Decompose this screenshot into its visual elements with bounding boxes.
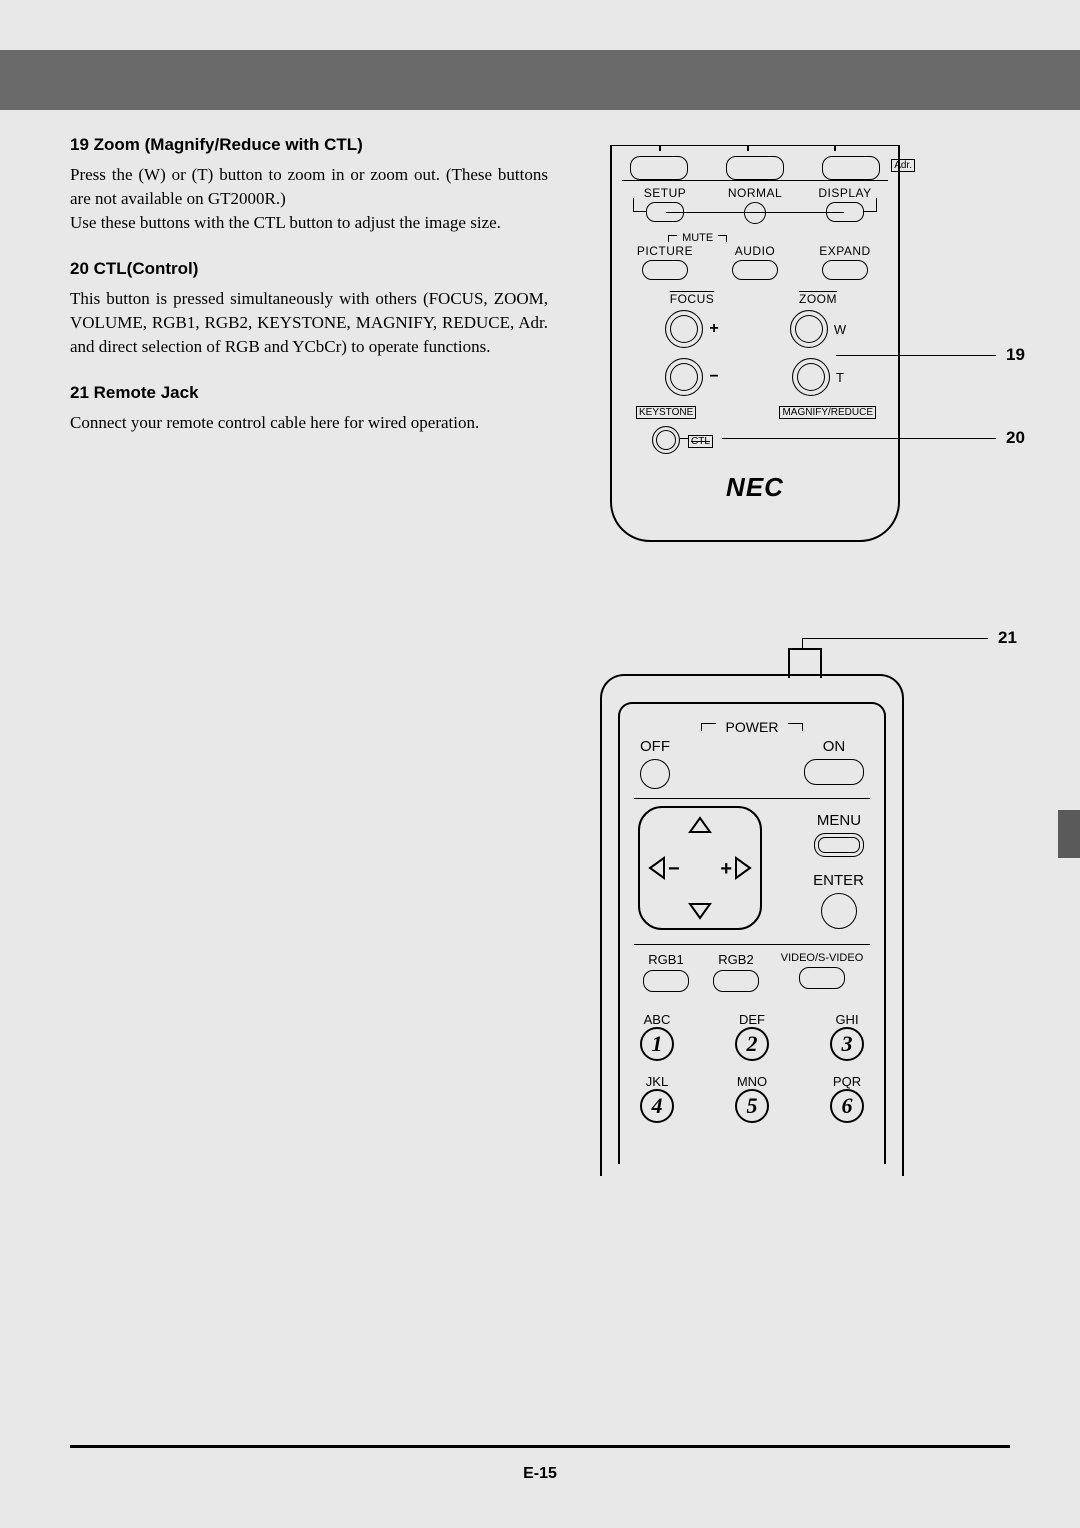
footer-rule — [70, 1445, 1010, 1448]
page-number: E-15 — [0, 1465, 1080, 1483]
zoom-t-button — [792, 358, 830, 396]
rgb1-button — [643, 970, 689, 992]
key-3: 3 — [830, 1027, 864, 1061]
section-20-body: This button is pressed simultaneously wi… — [70, 287, 548, 359]
key-4: 4 — [640, 1089, 674, 1123]
focus-minus-button — [665, 358, 703, 396]
magnify-reduce-label: MAGNIFY/REDUCE — [779, 406, 876, 419]
key-jkl-label: JKL — [640, 1074, 674, 1089]
remote-diagram-lower: POWER OFF ON — [590, 648, 910, 1158]
dpad: − + — [638, 806, 762, 930]
menu-button — [814, 833, 864, 857]
expand-label: EXPAND — [810, 244, 880, 258]
key-pqr-label: PQR — [830, 1074, 864, 1089]
dpad-minus: − — [668, 858, 680, 881]
top-pill-1 — [630, 156, 688, 180]
top-pill-adr: Adr. — [822, 156, 880, 180]
ctl-label: CTL — [688, 435, 713, 448]
edge-tab — [1058, 810, 1080, 858]
audio-label: AUDIO — [720, 244, 790, 258]
key-6: 6 — [830, 1089, 864, 1123]
key-5: 5 — [735, 1089, 769, 1123]
video-button — [799, 967, 845, 989]
focus-label: FOCUS — [642, 292, 742, 306]
key-abc-label: ABC — [640, 1012, 674, 1027]
video-label: VIDEO/S-VIDEO — [774, 952, 870, 964]
enter-label: ENTER — [813, 872, 864, 889]
power-off-label: OFF — [640, 738, 670, 755]
expand-button — [822, 260, 868, 280]
power-bracket: POWER — [620, 718, 884, 735]
rgb1-label: RGB1 — [634, 952, 698, 967]
power-on-button — [804, 759, 864, 785]
section-20-title: 20 CTL(Control) — [70, 259, 548, 279]
power-on-label: ON — [804, 738, 864, 755]
setup-label: SETUP — [630, 186, 700, 200]
ctl-button — [652, 426, 680, 454]
key-2: 2 — [735, 1027, 769, 1061]
remote-diagram-upper: Adr. SETUP NORMAL DISPLAY MUTE PICTURE A… — [610, 145, 900, 542]
rgb2-button — [713, 970, 759, 992]
menu-label: MENU — [814, 812, 864, 829]
section-19-body: Press the (W) or (T) button to zoom in o… — [70, 163, 548, 235]
power-off-button — [640, 759, 670, 789]
dpad-plus: + — [720, 858, 732, 881]
key-1: 1 — [640, 1027, 674, 1061]
enter-button — [821, 893, 857, 929]
picture-label: PICTURE — [630, 244, 700, 258]
header-banner — [0, 50, 1080, 110]
zoom-label: ZOOM — [768, 292, 868, 306]
key-mno-label: MNO — [735, 1074, 769, 1089]
normal-button — [744, 202, 766, 224]
keystone-label: KEYSTONE — [636, 406, 696, 419]
picture-button — [642, 260, 688, 280]
top-pill-2 — [726, 156, 784, 180]
mute-bracket: MUTE — [668, 232, 727, 244]
focus-plus-button — [665, 310, 703, 348]
zoom-w-button — [790, 310, 828, 348]
rgb2-label: RGB2 — [704, 952, 768, 967]
section-21-body: Connect your remote control cable here f… — [70, 411, 548, 435]
section-21-title: 21 Remote Jack — [70, 383, 548, 403]
adr-label: Adr. — [891, 159, 915, 172]
nec-logo: NEC — [612, 472, 898, 503]
display-label: DISPLAY — [810, 186, 880, 200]
key-def-label: DEF — [735, 1012, 769, 1027]
section-19-title: 19 Zoom (Magnify/Reduce with CTL) — [70, 135, 548, 155]
normal-label: NORMAL — [720, 186, 790, 200]
audio-button — [732, 260, 778, 280]
key-ghi-label: GHI — [830, 1012, 864, 1027]
